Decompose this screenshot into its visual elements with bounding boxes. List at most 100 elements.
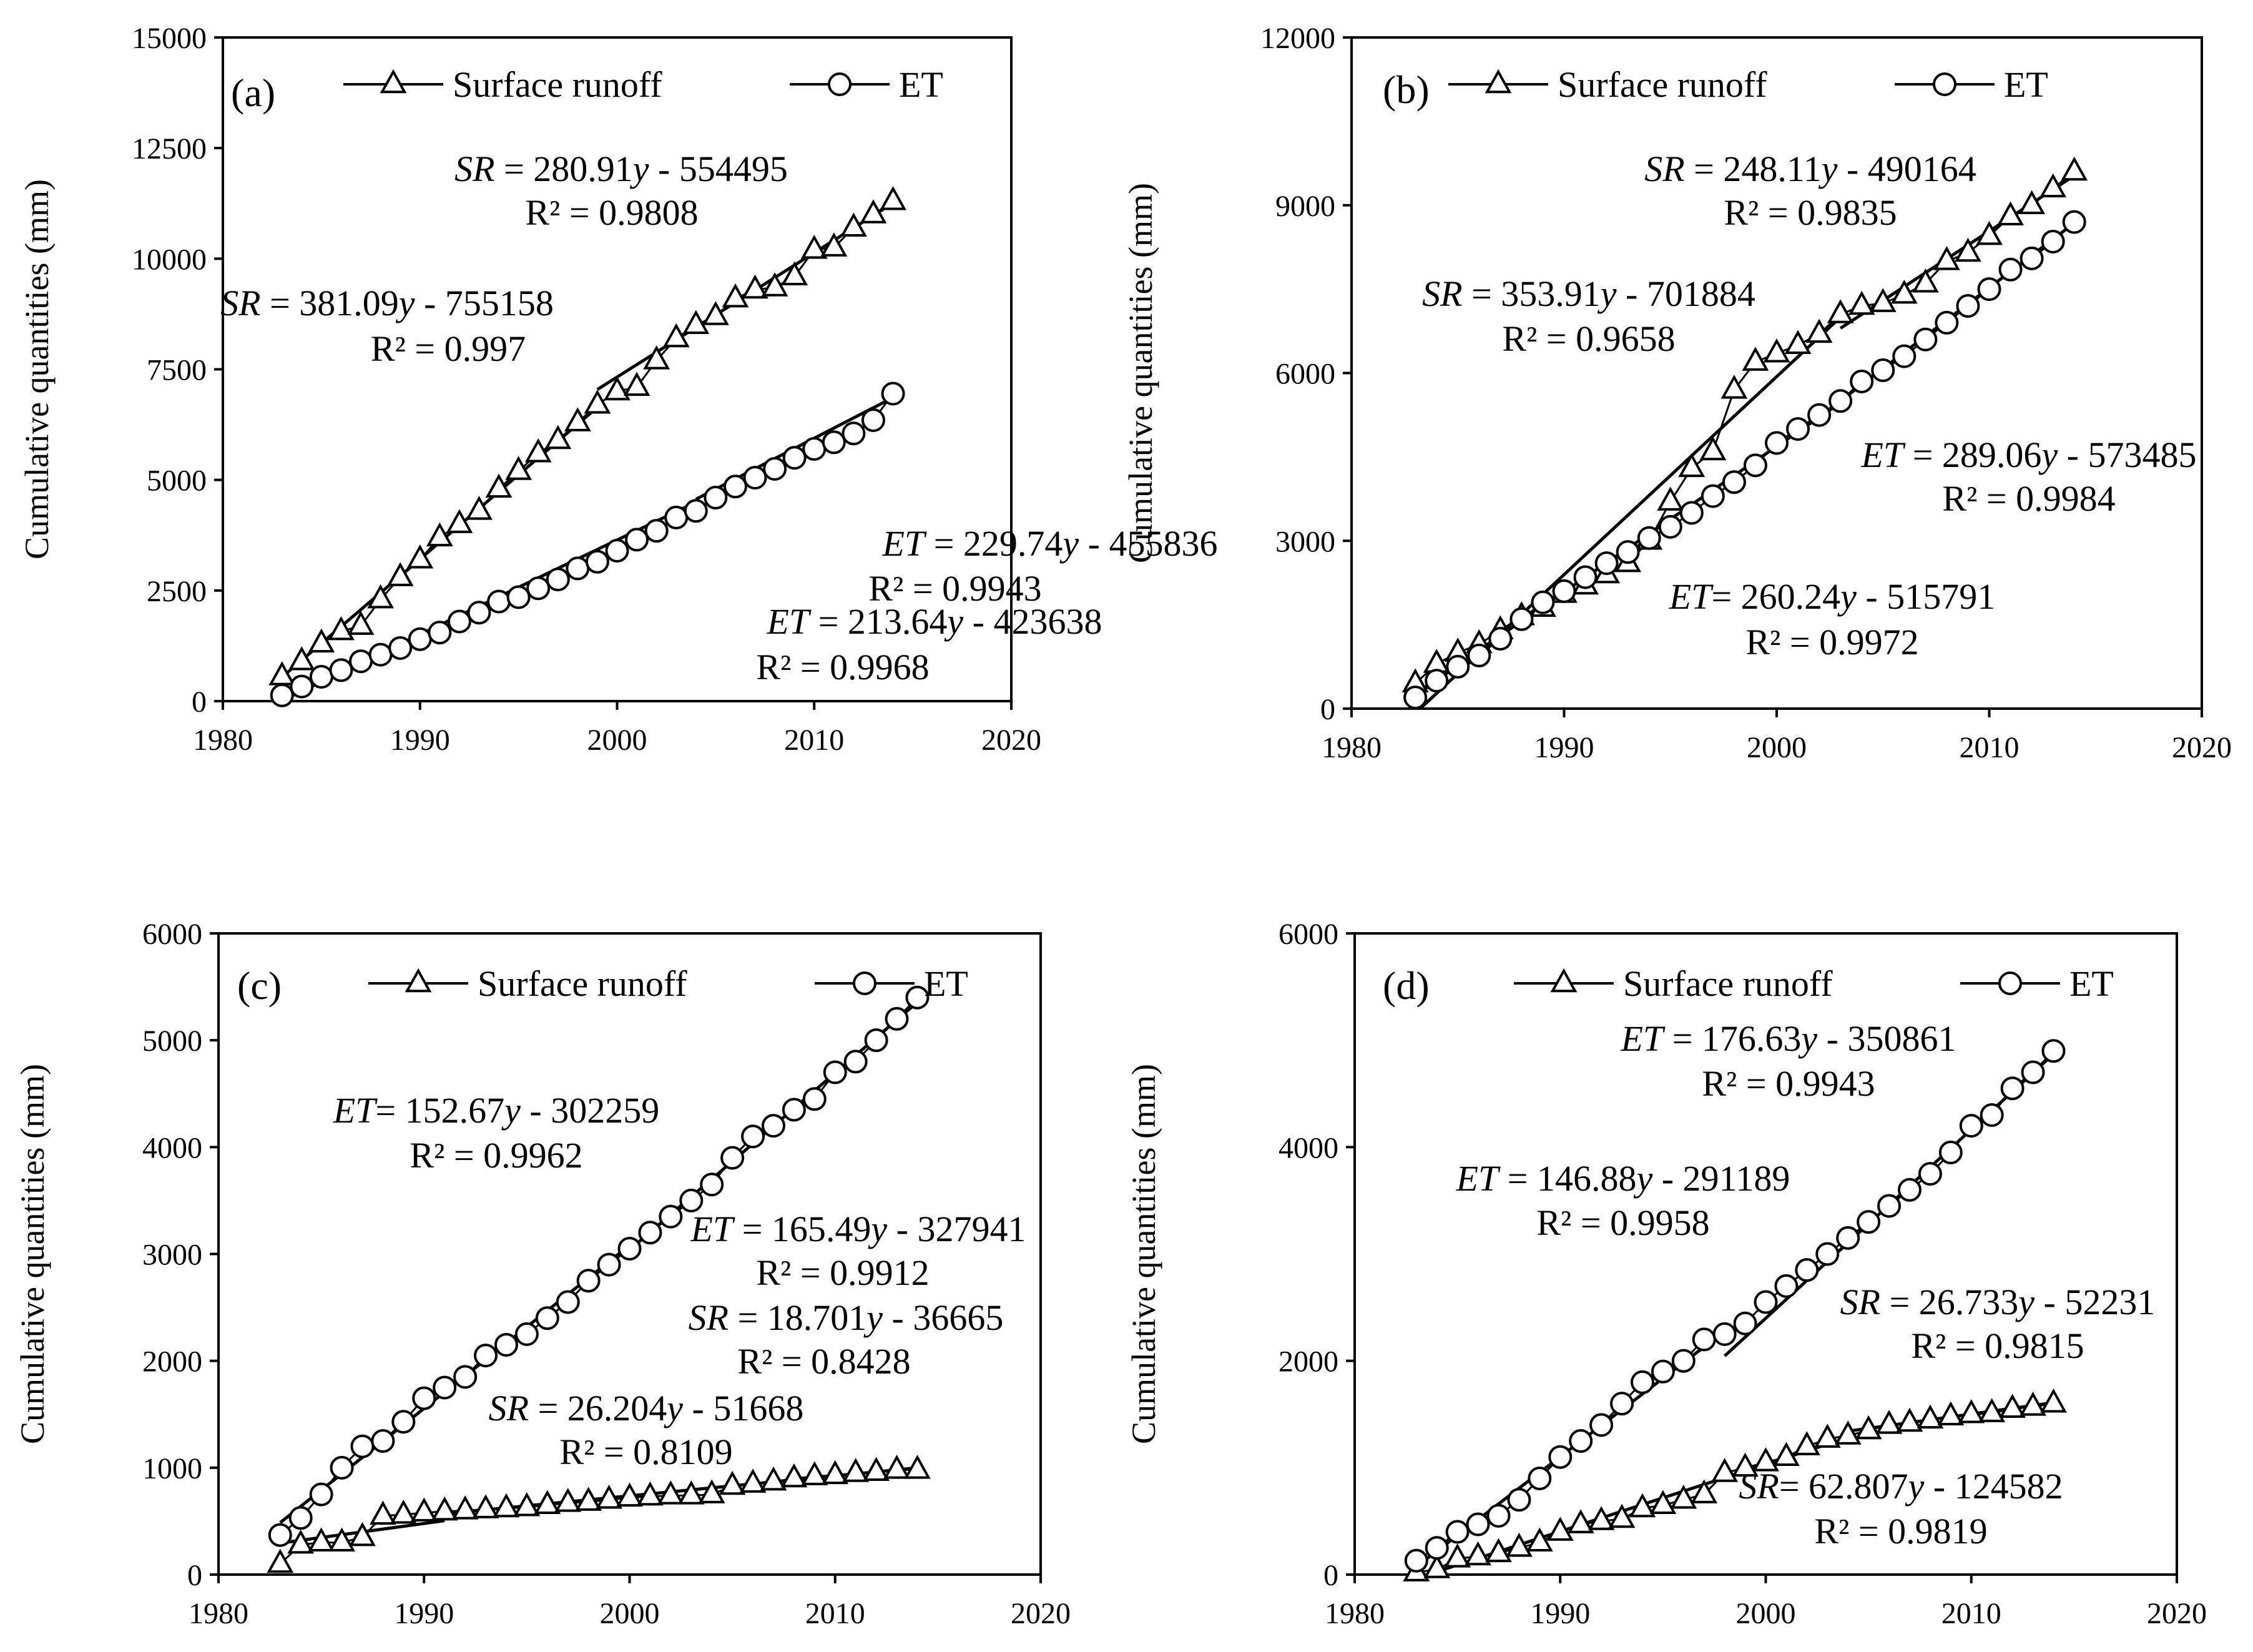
data-point-surface-runoff	[739, 1468, 767, 1493]
data-point-surface-runoff	[1444, 1543, 1471, 1568]
data-point-et	[546, 568, 570, 592]
x-tick-label: 2010	[784, 724, 844, 757]
data-point-surface-runoff	[623, 371, 650, 396]
x-tick-label: 1980	[193, 724, 253, 757]
legend-marker-et	[853, 971, 876, 995]
r-squared-label: R² = 0.9958	[1536, 1202, 1709, 1243]
data-point-et	[453, 1365, 478, 1389]
data-point-et	[1897, 1178, 1922, 1202]
x-tick-label: 1980	[189, 1597, 248, 1630]
y-tick-label: 0	[1323, 1559, 1338, 1592]
data-point-surface-runoff	[761, 272, 788, 297]
y-tick-label: 4000	[142, 1131, 202, 1164]
r-squared-label: R² = 0.9835	[1724, 192, 1897, 233]
data-point-et	[638, 1221, 662, 1245]
data-point-surface-runoff	[386, 562, 414, 586]
data-point-et	[1892, 344, 1917, 368]
data-point-et	[1877, 1194, 1902, 1218]
data-point-et	[412, 1386, 436, 1410]
data-point-surface-runoff	[349, 1522, 376, 1546]
data-point-et	[467, 601, 491, 625]
data-point-et	[2020, 246, 2044, 270]
data-point-surface-runoff	[1997, 201, 2024, 225]
legend-marker-surface-runoff	[1485, 69, 1512, 94]
data-point-et	[1507, 1488, 1531, 1512]
r-squared-label: R² = 0.997	[371, 328, 526, 369]
data-point-et	[1998, 257, 2023, 282]
y-tick-label: 0	[192, 686, 207, 719]
data-point-surface-runoff	[2020, 1392, 2046, 1416]
regression-equation: SR = 248.11y - 490164	[1644, 149, 1976, 189]
data-point-surface-runoff	[742, 274, 768, 299]
y-tick-label: 5000	[142, 1025, 202, 1058]
data-point-et	[1569, 1429, 1593, 1453]
chart-panel-d: 1980 1990 2000 2010 2020 0 2000 4000 6000 Cumulat…	[1125, 918, 2207, 1630]
data-point-et	[723, 474, 747, 499]
data-point-et	[535, 1306, 559, 1330]
data-point-et	[1774, 1274, 1799, 1298]
panel-label: (b)	[1383, 67, 1430, 112]
data-point-et	[864, 1028, 888, 1053]
data-point-surface-runoff	[485, 473, 513, 498]
y-tick-label: 0	[1320, 693, 1335, 726]
y-tick-label: 6000	[1275, 358, 1335, 391]
data-point-surface-runoff	[410, 1497, 438, 1522]
data-point-et	[1935, 310, 1959, 335]
data-point-et	[1630, 1370, 1654, 1394]
data-point-et	[349, 649, 373, 674]
data-point-surface-runoff	[780, 1463, 808, 1488]
data-point-et	[309, 1482, 333, 1507]
data-point-surface-runoff	[1720, 375, 1748, 399]
data-point-surface-runoff	[1978, 1398, 2006, 1422]
x-tick-label: 1990	[1534, 731, 1594, 764]
data-point-et	[350, 1434, 375, 1458]
data-point-surface-runoff	[1827, 299, 1854, 323]
data-point-surface-runoff	[2018, 190, 2045, 215]
data-point-surface-runoff	[643, 345, 670, 370]
legend-marker-et	[1933, 72, 1956, 96]
regression-equation: ET = 213.64y - 423638	[767, 601, 1102, 642]
data-point-et	[368, 642, 393, 667]
data-point-surface-runoff	[883, 1455, 910, 1479]
regression-equation: SR = 280.91y - 554495	[454, 149, 788, 189]
data-point-et	[433, 1375, 457, 1400]
data-point-surface-runoff	[1999, 1394, 2026, 1418]
legend-label-et: ET	[2004, 64, 2048, 105]
data-point-surface-runoff	[513, 1492, 541, 1517]
data-point-surface-runoff	[1699, 436, 1727, 461]
y-axis-label: Cumulative quantities (mm)	[1125, 1064, 1162, 1444]
data-point-et	[1918, 1162, 1942, 1186]
regression-equation: SR = 381.09y - 755158	[220, 283, 554, 323]
data-point-surface-runoff	[554, 1488, 582, 1512]
data-point-et	[1795, 1258, 1819, 1282]
data-point-et	[391, 1410, 416, 1434]
data-point-surface-runoff	[1917, 1404, 1944, 1429]
data-point-et	[1528, 1466, 1552, 1490]
data-point-et	[1765, 431, 1789, 455]
data-point-et	[782, 446, 807, 470]
data-point-surface-runoff	[524, 438, 552, 463]
data-point-surface-runoff	[426, 522, 453, 547]
data-point-et	[1425, 1536, 1449, 1560]
data-point-et	[1733, 1311, 1757, 1335]
x-tick-label: 1980	[1322, 731, 1382, 764]
data-point-et	[1403, 686, 1428, 710]
x-tick-label: 2020	[1011, 1597, 1071, 1630]
data-point-surface-runoff	[1423, 1554, 1451, 1578]
data-point-surface-runoff	[1506, 1533, 1533, 1557]
data-point-surface-runoff	[493, 1493, 520, 1518]
data-point-surface-runoff	[505, 456, 533, 480]
data-point-et	[1404, 1548, 1428, 1573]
data-point-et	[494, 1332, 518, 1357]
data-point-et	[743, 466, 767, 490]
data-point-et	[268, 1523, 292, 1547]
data-point-et	[1509, 607, 1534, 631]
data-point-et	[1531, 590, 1555, 614]
x-tick-label: 2000	[1747, 731, 1807, 764]
legend-label-et: ET	[924, 963, 968, 1004]
legend-marker-surface-runoff	[1550, 968, 1578, 993]
data-point-surface-runoff	[1485, 1538, 1512, 1563]
data-point-et	[1425, 669, 1449, 693]
data-point-surface-runoff	[406, 544, 434, 569]
data-point-et	[861, 408, 885, 432]
